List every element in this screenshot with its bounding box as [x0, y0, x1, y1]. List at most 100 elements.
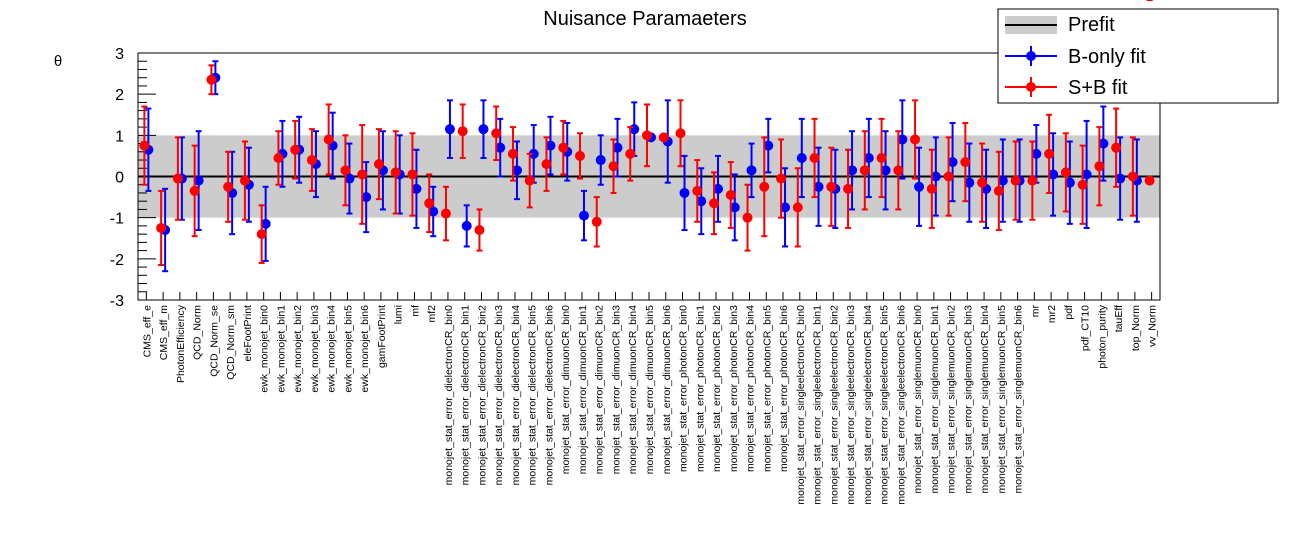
x-tick-label: CMS_eff_m: [158, 305, 170, 360]
x-tick-label: monojet_stat_error_singlemuonCR_bin0: [912, 305, 924, 494]
x-tick-label: QCD_Norm_sm: [225, 305, 237, 380]
x-tick-label: monojet_stat_error_singleelectronCR_bin3: [845, 305, 857, 505]
data-point: [759, 181, 770, 192]
x-tick-label: pdf_CT10: [1080, 305, 1092, 351]
data-point: [407, 169, 418, 180]
x-tick-label: monojet_stat_error_photonCR_bin4: [745, 305, 757, 472]
data-point: [1111, 142, 1122, 153]
data-point: [574, 150, 585, 161]
data-point: [193, 175, 204, 186]
data-point: [507, 148, 518, 159]
data-point: [612, 142, 623, 153]
x-tick-label: ewk_monojet_bin1: [275, 305, 287, 393]
data-point: [444, 124, 455, 135]
data-point: [428, 206, 439, 217]
y-tick-label: 3: [115, 46, 124, 63]
x-tick-label: CMS_eff_e: [141, 305, 153, 357]
data-point: [964, 177, 975, 188]
x-tick-label: ewk_monojet_bin4: [326, 305, 338, 393]
x-tick-label: monojet_stat_error_dimuonCR_bin4: [627, 305, 639, 474]
x-tick-label: mr2: [1046, 305, 1058, 323]
data-point: [1127, 171, 1138, 182]
data-point: [608, 161, 619, 172]
data-point: [696, 196, 707, 207]
data-point: [642, 130, 652, 141]
x-tick-label: top_Norm: [1130, 305, 1142, 351]
data-point: [746, 165, 757, 176]
x-tick-label: QCD_Norm_se: [208, 305, 220, 377]
data-point: [692, 185, 703, 196]
x-tick-label: mf: [409, 305, 421, 317]
data-point: [713, 183, 724, 194]
series-splusb: [139, 0, 1155, 267]
data-point: [826, 181, 837, 192]
chart-title: Nuisance Paramaeters: [543, 8, 746, 30]
x-tick-label: monojet_stat_error_singleelectronCR_bin5: [879, 305, 891, 505]
data-point: [776, 173, 787, 184]
x-tick-label: gamFootPrint: [376, 305, 388, 368]
data-point: [478, 124, 489, 135]
x-tick-label: monojet_stat_error_dielectronCR_bin0: [443, 305, 455, 486]
data-point: [993, 185, 1004, 196]
data-point: [725, 190, 736, 201]
data-point: [763, 140, 774, 151]
x-tick-label: monojet_stat_error_singleelectronCR_bin2: [828, 305, 840, 505]
y-tick-label: 0: [115, 170, 124, 187]
x-tick-label: PhotonEfficiency: [175, 304, 187, 383]
data-point: [156, 222, 167, 233]
data-point: [524, 175, 535, 186]
data-point: [1010, 175, 1021, 186]
x-tick-label: monojet_stat_error_dimuonCR_bin2: [594, 305, 606, 474]
data-point: [926, 183, 937, 194]
x-tick-label: monojet_stat_error_photonCR_bin3: [728, 305, 740, 472]
data-point: [843, 183, 854, 194]
data-point: [558, 142, 569, 153]
data-point: [344, 173, 355, 184]
data-point: [373, 159, 384, 170]
data-point: [960, 157, 971, 168]
x-tick-label: QCD_Norm: [192, 305, 204, 360]
data-point: [847, 165, 858, 176]
data-point: [809, 152, 820, 163]
data-point: [440, 208, 451, 219]
legend-bonly-label: B-only fit: [1068, 46, 1146, 68]
data-point: [813, 181, 824, 192]
data-point: [457, 126, 468, 137]
data-point: [495, 142, 506, 153]
x-tick-label: lumi: [393, 305, 405, 324]
data-point: [914, 181, 925, 192]
data-point: [223, 181, 234, 192]
x-tick-label: monojet_stat_error_photonCR_bin5: [761, 305, 773, 472]
x-tick-label: monojet_stat_error_dimuonCR_bin0: [560, 305, 572, 474]
x-tick-label: photon_purity: [1096, 304, 1108, 368]
x-tick-label: monojet_stat_error_singlemuonCR_bin2: [946, 305, 958, 494]
x-tick-label: monojet_stat_error_singleelectronCR_bin0: [795, 305, 807, 505]
data-point: [545, 140, 556, 151]
x-tick-label: monojet_stat_error_dimuonCR_bin5: [644, 305, 656, 474]
x-tick-label: monojet_stat_error_photonCR_bin1: [694, 305, 706, 472]
data-point: [997, 175, 1008, 186]
data-point: [876, 152, 887, 163]
data-point: [1144, 175, 1155, 186]
data-point: [474, 225, 485, 236]
data-point: [260, 218, 271, 229]
x-tick-label: mr: [1029, 305, 1041, 318]
data-point: [658, 132, 669, 143]
data-point: [977, 177, 988, 188]
data-point: [206, 74, 217, 85]
x-tick-label: monojet_stat_error_dielectronCR_bin2: [476, 305, 488, 486]
y-tick-label: -1: [110, 211, 124, 228]
data-point: [306, 155, 317, 166]
data-point: [675, 128, 686, 139]
data-point: [323, 134, 334, 145]
data-point: [528, 148, 539, 159]
x-tick-label: monojet_stat_error_photonCR_bin2: [711, 305, 723, 472]
data-point: [625, 148, 636, 159]
legend-prefit-label: Prefit: [1068, 14, 1115, 36]
x-tick-label: tauEff: [1113, 305, 1125, 332]
x-tick-label: monojet_stat_error_singlemuonCR_bin4: [979, 305, 991, 494]
x-tick-label: monojet_stat_error_singlemuonCR_bin3: [962, 305, 974, 494]
data-point: [424, 198, 435, 209]
data-point: [189, 185, 200, 196]
